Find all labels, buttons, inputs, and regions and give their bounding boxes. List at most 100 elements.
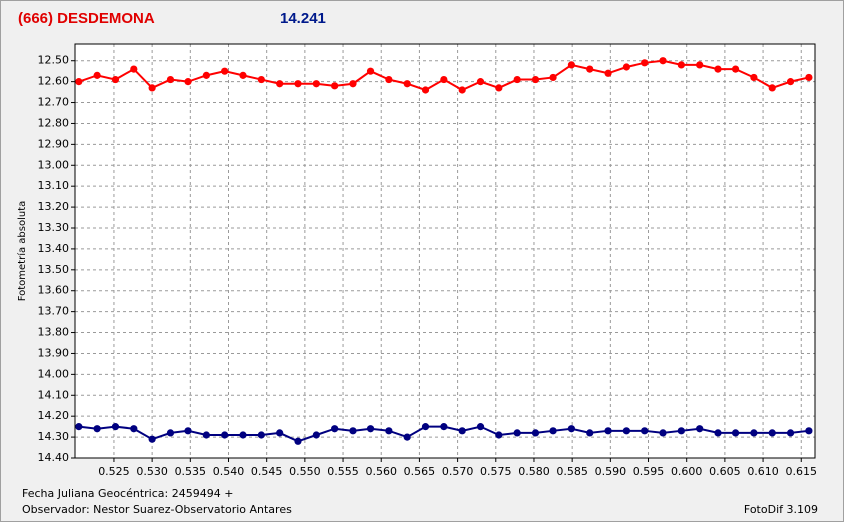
- point: [495, 431, 503, 439]
- point: [768, 84, 776, 92]
- x-tick-label: 0.565: [404, 465, 436, 478]
- point: [294, 437, 302, 445]
- point: [714, 65, 722, 73]
- point: [312, 431, 320, 439]
- y-tick-label: 12.60: [38, 75, 70, 88]
- x-tick-label: 0.580: [518, 465, 550, 478]
- plot-border: [74, 43, 816, 459]
- point: [513, 75, 521, 84]
- x-tick-label: 0.590: [595, 465, 627, 478]
- x-tick-label: 0.560: [365, 465, 397, 478]
- point: [677, 427, 685, 435]
- point: [641, 59, 649, 67]
- point: [731, 65, 740, 73]
- point: [476, 78, 485, 86]
- grid: [71, 44, 815, 462]
- point: [513, 429, 521, 437]
- point: [476, 423, 485, 431]
- point: [549, 427, 557, 435]
- point: [586, 429, 594, 437]
- point: [221, 67, 229, 75]
- point: [349, 427, 357, 435]
- point: [257, 431, 265, 439]
- point: [312, 80, 320, 88]
- point: [714, 429, 722, 437]
- y-tick-label: 12.50: [38, 54, 70, 67]
- point: [385, 75, 393, 84]
- y-tick-label: 12.80: [38, 116, 70, 129]
- point: [184, 78, 192, 86]
- point: [366, 67, 375, 75]
- y-tick-label: 13.10: [38, 179, 70, 192]
- y-tick-label: 13.40: [38, 242, 70, 255]
- point: [403, 80, 411, 88]
- point: [567, 61, 575, 69]
- point: [750, 73, 758, 82]
- point: [731, 429, 740, 437]
- point: [458, 86, 466, 94]
- point: [202, 431, 210, 439]
- point: [403, 433, 411, 441]
- point: [531, 429, 540, 437]
- point: [93, 71, 101, 79]
- point: [276, 80, 284, 88]
- y-tick-label: 13.00: [38, 158, 70, 171]
- point: [111, 423, 120, 431]
- point: [786, 429, 795, 437]
- point: [130, 65, 138, 73]
- point: [531, 75, 540, 84]
- point: [421, 423, 430, 431]
- x-tick-label: 0.555: [327, 465, 359, 478]
- y-tick-label: 13.50: [38, 263, 70, 276]
- x-tick-label: 0.570: [442, 465, 474, 478]
- point: [622, 63, 630, 71]
- point: [130, 425, 138, 433]
- point: [659, 57, 667, 65]
- point: [148, 84, 156, 92]
- x-tick-label: 0.610: [747, 465, 779, 478]
- point: [331, 82, 339, 90]
- x-axis-label: Fecha Juliana Geocéntrica: 2459494 +: [22, 487, 233, 500]
- point: [166, 75, 175, 84]
- marks: [75, 57, 813, 445]
- point: [786, 78, 795, 86]
- point: [202, 71, 210, 79]
- x-tick-label: 0.605: [709, 465, 741, 478]
- point: [385, 427, 393, 435]
- point: [586, 65, 594, 73]
- point: [75, 78, 83, 86]
- y-tick-label: 13.90: [38, 346, 70, 359]
- point: [458, 427, 466, 435]
- y-tick-label: 14.20: [38, 409, 70, 422]
- plot-area: [75, 44, 815, 458]
- y-tick-label: 13.30: [38, 221, 70, 234]
- point: [257, 75, 265, 84]
- x-tick-label: 0.540: [213, 465, 245, 478]
- observer: Observador: Nestor Suarez-Observatorio A…: [22, 503, 292, 516]
- point: [166, 429, 175, 437]
- point: [349, 80, 357, 88]
- y-tick-label: 14.10: [38, 388, 70, 401]
- point: [567, 425, 575, 433]
- point: [148, 435, 156, 443]
- point: [366, 425, 375, 433]
- x-tick-label: 0.585: [556, 465, 588, 478]
- point: [696, 425, 704, 433]
- x-tick-label: 0.550: [289, 465, 321, 478]
- point: [549, 73, 557, 82]
- point: [75, 423, 83, 431]
- x-tick-label: 0.595: [633, 465, 665, 478]
- point: [805, 427, 813, 435]
- point: [604, 69, 612, 77]
- point: [276, 429, 284, 437]
- y-tick-label: 13.80: [38, 326, 70, 339]
- software: FotoDif 3.109: [744, 503, 818, 516]
- point: [440, 423, 448, 431]
- y-tick-label: 14.00: [38, 367, 70, 380]
- y-tick-label: 12.70: [38, 96, 70, 109]
- x-tick-label: 0.545: [251, 465, 283, 478]
- point: [622, 427, 630, 435]
- y-tick-label: 14.30: [38, 430, 70, 443]
- chart-title: (666) DESDEMONA: [18, 10, 155, 27]
